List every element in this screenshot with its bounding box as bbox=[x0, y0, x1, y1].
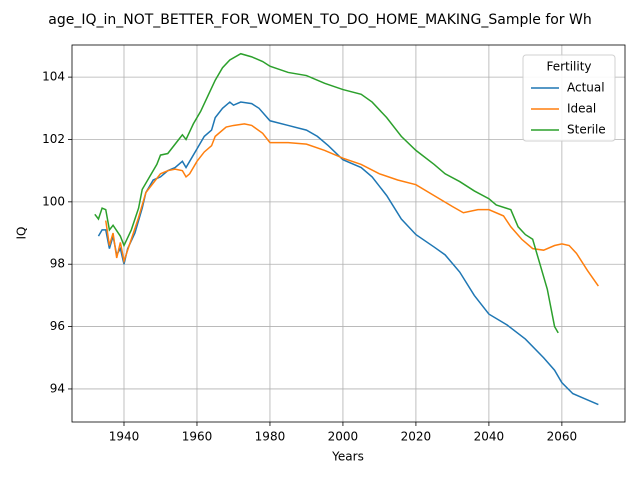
y-tick-label: 100 bbox=[42, 194, 65, 208]
y-axis-label: IQ bbox=[15, 227, 29, 240]
line-series bbox=[94, 52, 559, 334]
y-tick-label: 94 bbox=[50, 381, 65, 395]
y-tick-label: 104 bbox=[42, 70, 65, 84]
x-tick-label: 1940 bbox=[109, 430, 140, 444]
x-tick-label: 1980 bbox=[255, 430, 286, 444]
legend-label: Ideal bbox=[567, 102, 596, 116]
x-tick-label: 2060 bbox=[547, 430, 578, 444]
legend-title: Fertility bbox=[546, 60, 591, 74]
line-series bbox=[97, 101, 599, 406]
legend-box bbox=[522, 54, 616, 142]
legend: Fertility Actual Ideal Sterile bbox=[522, 54, 616, 142]
line-series bbox=[105, 123, 599, 287]
x-tick-label: 2040 bbox=[474, 430, 505, 444]
chart-title: age_IQ_in_NOT_BETTER_FOR_WOMEN_TO_DO_HOM… bbox=[48, 12, 591, 28]
x-tick-label: 1960 bbox=[182, 430, 213, 444]
x-axis-label: Years bbox=[331, 450, 364, 464]
y-tick-label: 98 bbox=[50, 257, 65, 271]
plot-frame bbox=[71, 44, 626, 423]
x-tick-label: 2020 bbox=[401, 430, 432, 444]
legend-label: Actual bbox=[567, 81, 605, 95]
y-tick-label: 96 bbox=[50, 319, 65, 333]
x-tick-label: 2000 bbox=[328, 430, 359, 444]
y-tick-label: 102 bbox=[42, 132, 65, 146]
legend-label: Sterile bbox=[567, 123, 606, 137]
